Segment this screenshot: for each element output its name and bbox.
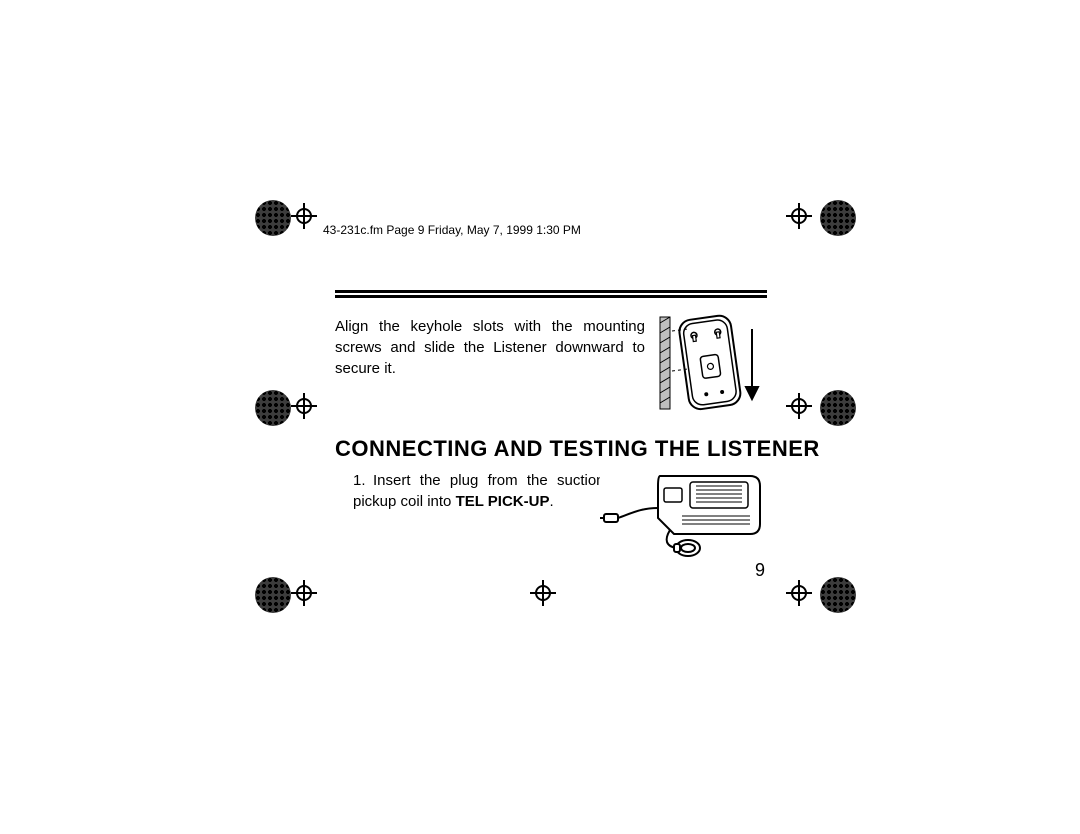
document-page: 43-231c.fm Page 9 Friday, May 7, 1999 1:…	[0, 0, 1080, 834]
registration-mark	[530, 580, 556, 606]
registration-mark	[291, 203, 317, 229]
figure-mounting-device	[658, 311, 768, 414]
page-number: 9	[755, 560, 765, 581]
figure-pickup-coil	[600, 468, 768, 558]
texture-circle	[820, 390, 856, 426]
registration-mark	[786, 203, 812, 229]
texture-circle	[820, 577, 856, 613]
texture-circle	[255, 390, 291, 426]
divider-double-rule	[335, 290, 767, 298]
header-metadata: 43-231c.fm Page 9 Friday, May 7, 1999 1:…	[323, 223, 581, 237]
registration-mark	[786, 393, 812, 419]
step-bold-label: TEL PICK-UP	[456, 493, 550, 510]
texture-circle	[255, 577, 291, 613]
registration-mark	[291, 393, 317, 419]
step-1: 1.Insert the plug from the suction cup p…	[353, 470, 638, 512]
texture-circle	[820, 200, 856, 236]
texture-circle	[255, 200, 291, 236]
registration-mark	[291, 580, 317, 606]
step-number: 1.	[353, 470, 373, 491]
section-title: CONNECTING AND TESTING THE LISTENER	[335, 436, 820, 462]
step-period: .	[549, 493, 553, 510]
paragraph-mounting: Align the keyhole slots with the mountin…	[335, 316, 645, 379]
registration-mark	[786, 580, 812, 606]
